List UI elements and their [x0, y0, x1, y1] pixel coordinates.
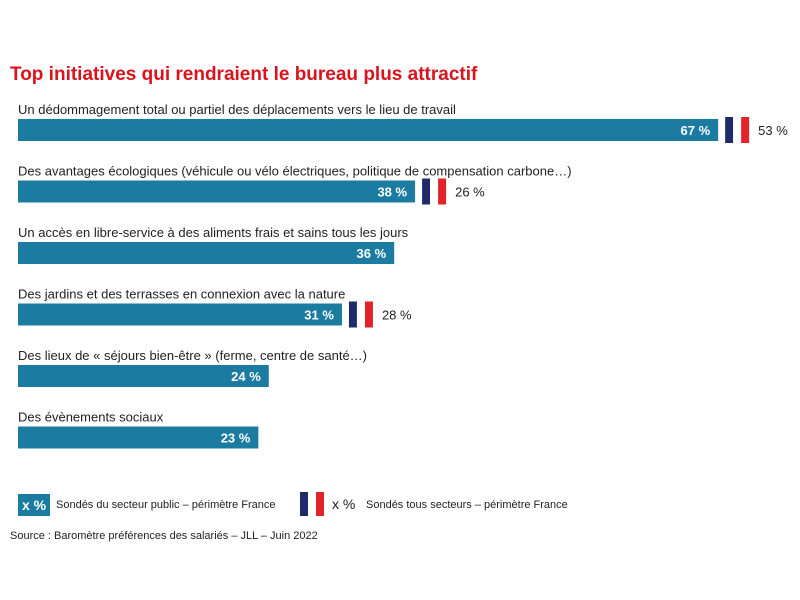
all-sectors-value-label: 53 %	[758, 123, 788, 138]
french-flag-icon	[300, 492, 324, 516]
bar	[18, 426, 259, 449]
flag-blue-stripe	[725, 117, 734, 143]
flag-white-stripe	[733, 117, 742, 143]
all-sectors-value-label: 26 %	[455, 185, 485, 200]
flag-white-stripe	[356, 301, 365, 328]
flag-red-stripe	[364, 301, 373, 328]
bar-value-label: 24 %	[231, 369, 261, 384]
flag-red-stripe	[438, 178, 447, 205]
bar	[18, 303, 342, 326]
bar	[18, 119, 719, 141]
bar-value-label: 38 %	[377, 185, 407, 200]
category-label: Un dédommagement total ou partiel des dé…	[18, 102, 456, 117]
legend-all-label: Sondés tous secteurs – périmètre France	[366, 499, 568, 511]
category-label: Des évènements sociaux	[18, 410, 164, 425]
flag-blue-stripe	[348, 301, 357, 328]
legend-public-swatch: x %	[18, 494, 50, 516]
all-sectors-value-label: 28 %	[382, 308, 412, 323]
bar-value-label: 23 %	[221, 431, 251, 446]
category-label: Un accès en libre-service à des aliments…	[18, 225, 409, 240]
category-label: Des lieux de « séjours bien-être » (ferm…	[18, 348, 367, 363]
category-label: Des jardins et des terrasses en connexio…	[18, 287, 345, 302]
bar-value-label: 36 %	[357, 246, 387, 261]
legend-public-label: Sondés du secteur public – périmètre Fra…	[56, 499, 276, 511]
bar	[18, 242, 395, 264]
flag-blue-stripe	[422, 178, 431, 205]
bar	[18, 365, 269, 387]
bar-chart: Un dédommagement total ou partiel des dé…	[18, 102, 788, 449]
bar-value-label: 31 %	[304, 308, 334, 323]
bar-value-label: 67 %	[681, 123, 711, 138]
chart-title: Top initiatives qui rendraient le bureau…	[10, 64, 478, 85]
legend-all-symbol: x %	[332, 496, 356, 512]
flag-red-stripe	[741, 117, 750, 143]
flag-white-stripe	[430, 178, 439, 205]
bar	[18, 180, 416, 203]
category-label: Des avantages écologiques (véhicule ou v…	[18, 164, 572, 179]
source-note: Source : Baromètre préférences des salar…	[10, 530, 318, 542]
